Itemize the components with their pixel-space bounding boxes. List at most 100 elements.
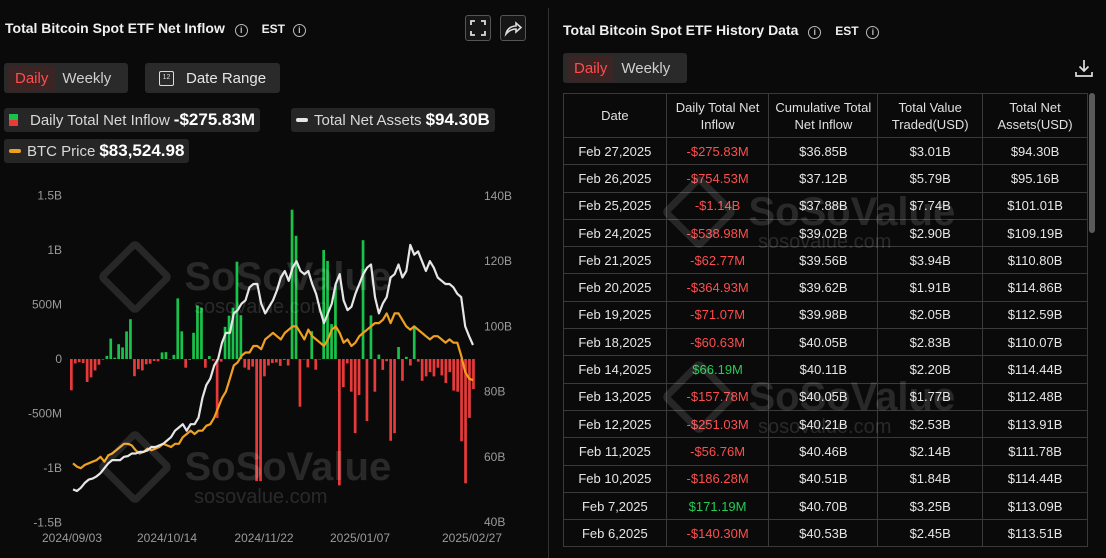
inflow-bar bbox=[342, 359, 345, 388]
inflow-bar bbox=[282, 359, 286, 360]
col-date[interactable]: Date bbox=[563, 93, 667, 138]
inflow-bar bbox=[208, 356, 211, 359]
cell-net-assets: $114.86B bbox=[982, 273, 1088, 302]
inflow-bar bbox=[405, 356, 408, 359]
inflow-bar bbox=[377, 354, 381, 359]
table-row[interactable]: Feb 7,2025 $171.19M $40.70B $3.25B $113.09B bbox=[563, 491, 1088, 521]
history-info-icon[interactable]: i bbox=[808, 26, 822, 39]
table-row[interactable]: Feb 21,2025 -$62.77M $39.56B $3.94B $110.80B bbox=[563, 246, 1088, 275]
left-axis-tick: -1.5B bbox=[33, 516, 62, 530]
legend-daily-inflow[interactable]: Daily Total Net Inflow -$275.83M bbox=[4, 108, 261, 132]
cell-value-traded: $1.77B bbox=[877, 382, 984, 411]
cell-cumulative: $40.05B bbox=[768, 382, 879, 411]
date-range-button[interactable]: 12 Date Range bbox=[145, 63, 281, 93]
inflow-bar bbox=[322, 250, 325, 359]
tab-weekly[interactable]: Weekly bbox=[62, 69, 112, 87]
right-axis-tick: 120B bbox=[484, 254, 512, 268]
inflow-bar bbox=[133, 359, 136, 377]
legend-btc-price[interactable]: BTC Price $83,524.98 bbox=[4, 139, 190, 163]
inflow-bar bbox=[204, 359, 207, 368]
legend-total-net-assets[interactable]: Total Net Assets $94.30B bbox=[291, 108, 495, 132]
share-icon[interactable] bbox=[500, 15, 526, 41]
x-axis-tick: 2024/09/03 bbox=[42, 531, 102, 545]
col-daily-net-inflow[interactable]: Daily Total Net Inflow bbox=[665, 93, 770, 138]
inflow-bar bbox=[85, 359, 89, 382]
table-row[interactable]: Feb 11,2025 -$56.76M $40.46B $2.14B $111.78B bbox=[563, 437, 1088, 466]
inflow-bar bbox=[259, 359, 262, 482]
history-timezone-info-icon[interactable]: i bbox=[866, 26, 880, 39]
inflow-bar bbox=[444, 359, 448, 383]
calendar-icon: 12 bbox=[159, 70, 174, 86]
cell-date: Feb 10,2025 bbox=[563, 464, 667, 493]
table-row[interactable]: Feb 20,2025 -$364.93M $39.62B $1.91B $114.86… bbox=[563, 273, 1088, 302]
inflow-bar bbox=[278, 359, 282, 366]
cell-value-traded: $7.74B bbox=[877, 191, 984, 220]
cell-daily-net-inflow: -$140.30M bbox=[665, 519, 770, 548]
inflow-bar bbox=[109, 338, 113, 359]
col-total-value-traded[interactable]: Total Value Traded(USD) bbox=[877, 93, 984, 138]
inflow-bar bbox=[389, 359, 392, 441]
history-tab-daily[interactable]: Daily bbox=[567, 55, 615, 81]
table-row[interactable]: Feb 14,2025 $66.19M $40.11B $2.20B $114.44B bbox=[563, 355, 1088, 384]
cell-date: Feb 20,2025 bbox=[563, 273, 667, 302]
table-row[interactable]: Feb 25,2025 -$1.14B $37.88B $7.74B $101.01B bbox=[563, 191, 1088, 220]
table-row[interactable]: Feb 27,2025 -$275.83M $36.85B $3.01B $94.30B bbox=[563, 136, 1088, 166]
cell-date: Feb 18,2025 bbox=[563, 328, 667, 357]
inflow-bar bbox=[267, 359, 270, 366]
timezone-info-icon[interactable]: i bbox=[292, 24, 306, 37]
table-row[interactable]: Feb 12,2025 -$251.03M $40.21B $2.53B $113.91… bbox=[563, 409, 1088, 439]
table-scrollbar[interactable] bbox=[1089, 93, 1095, 233]
inflow-bar bbox=[353, 359, 357, 434]
inflow-bar bbox=[412, 326, 416, 359]
cell-value-traded: $2.20B bbox=[877, 355, 984, 384]
cell-date: Feb 6,2025 bbox=[563, 519, 667, 548]
fullscreen-icon[interactable] bbox=[465, 15, 491, 41]
table-row[interactable]: Feb 10,2025 -$186.28M $40.51B $1.84B $114.44… bbox=[563, 464, 1088, 493]
cell-value-traded: $2.05B bbox=[877, 300, 984, 330]
left-axis-tick: 0 bbox=[55, 352, 62, 366]
inflow-bar bbox=[361, 240, 365, 359]
inflow-swatch bbox=[9, 114, 18, 126]
inflow-bar bbox=[215, 359, 219, 419]
inflow-bar bbox=[117, 344, 120, 359]
table-row[interactable]: Feb 6,2025 -$140.30M $40.53B $2.45B $113.51B bbox=[563, 519, 1088, 548]
table-row[interactable]: Feb 19,2025 -$71.07M $39.98B $2.05B $112.59B bbox=[563, 300, 1088, 330]
cell-value-traded: $2.90B bbox=[877, 218, 984, 248]
panel-divider bbox=[548, 8, 549, 558]
cell-value-traded: $3.94B bbox=[877, 246, 984, 275]
history-tab-weekly[interactable]: Weekly bbox=[621, 59, 671, 77]
inflow-bar bbox=[243, 359, 247, 368]
cell-date: Feb 27,2025 bbox=[563, 136, 667, 166]
assets-swatch bbox=[296, 118, 308, 122]
inflow-bar bbox=[101, 359, 105, 360]
table-row[interactable]: Feb 24,2025 -$538.98M $39.02B $2.90B $109.19… bbox=[563, 218, 1088, 248]
history-table: Date Daily Total Net Inflow Cumulative T… bbox=[563, 93, 1088, 548]
cell-cumulative: $40.21B bbox=[768, 409, 879, 439]
history-timezone-label: EST bbox=[835, 24, 859, 38]
inflow-bar bbox=[420, 359, 424, 381]
left-axis-tick: 1.5B bbox=[37, 189, 62, 203]
info-icon[interactable]: i bbox=[234, 24, 248, 37]
inflow-bar bbox=[310, 331, 314, 359]
inflow-bar bbox=[381, 359, 385, 370]
cell-net-assets: $113.91B bbox=[982, 409, 1088, 439]
inflow-bar bbox=[468, 359, 471, 418]
inflow-bar bbox=[152, 359, 156, 361]
inflow-bar bbox=[365, 359, 369, 422]
table-row[interactable]: Feb 18,2025 -$60.63M $40.05B $2.83B $110.07B bbox=[563, 328, 1088, 357]
cell-net-assets: $95.16B bbox=[982, 164, 1088, 193]
inflow-bar bbox=[326, 260, 329, 359]
cell-daily-net-inflow: -$754.53M bbox=[665, 164, 770, 193]
table-row[interactable]: Feb 26,2025 -$754.53M $37.12B $5.79B $95.16B bbox=[563, 164, 1088, 193]
cell-net-assets: $110.07B bbox=[982, 328, 1088, 357]
net-inflow-chart[interactable]: 1.5B 1B 500M 0 -500M -1B -1.5B 140B 120B 100B 80B 6… bbox=[0, 180, 548, 558]
table-row[interactable]: Feb 13,2025 -$157.78M $40.05B $1.77B $112.48… bbox=[563, 382, 1088, 411]
col-cumulative-net-inflow[interactable]: Cumulative Total Net Inflow bbox=[768, 93, 879, 138]
inflow-bar bbox=[121, 347, 124, 359]
col-total-net-assets[interactable]: Total Net Assets(USD) bbox=[982, 93, 1088, 138]
inflow-bar bbox=[290, 209, 294, 359]
tab-daily[interactable]: Daily bbox=[8, 65, 56, 91]
inflow-bar bbox=[113, 357, 117, 359]
download-icon[interactable] bbox=[1074, 58, 1094, 78]
left-axis-tick: -1B bbox=[43, 461, 62, 475]
